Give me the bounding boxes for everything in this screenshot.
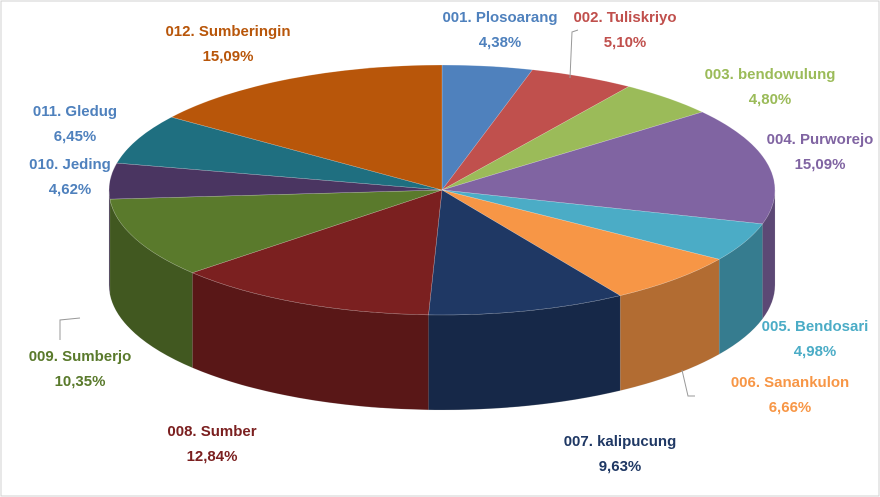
slice-label: 003. bendowulung	[705, 66, 836, 83]
value-label: 15,09%	[203, 48, 254, 65]
value-label: 12,84%	[187, 448, 238, 465]
value-label: 6,45%	[54, 128, 97, 145]
slice-label: 002. Tuliskriyo	[573, 9, 676, 26]
slice	[108, 162, 443, 200]
slice	[116, 116, 443, 191]
value-label: 6,66%	[769, 399, 812, 416]
value-label: 4,38%	[479, 34, 522, 51]
slice	[441, 189, 720, 296]
slice-label: 006. Sanankulon	[731, 374, 849, 391]
labels: 001. Plosoarang 4,38% 002. Tuliskriyo 5,10%…	[29, 9, 874, 475]
slice	[441, 69, 630, 191]
slice-label: 009. Sumberjo	[29, 348, 132, 365]
slice	[191, 189, 443, 316]
value-label: 4,62%	[49, 181, 92, 198]
slice-label: 008. Sumber	[167, 423, 256, 440]
value-label: 9,63%	[599, 458, 642, 475]
value-label: 15,09%	[795, 156, 846, 173]
slice-label: 001. Plosoarang	[442, 9, 557, 26]
slice	[428, 189, 621, 316]
leader-line	[59, 317, 81, 340]
slice	[441, 86, 703, 191]
slice	[441, 64, 533, 191]
value-label: 4,98%	[794, 343, 837, 360]
slice	[441, 111, 776, 225]
slice	[441, 189, 763, 260]
pie	[108, 64, 776, 411]
value-label: 4,80%	[749, 91, 792, 108]
slice-label: 011. Gledug	[33, 103, 117, 120]
slice-label: 012. Sumberingin	[165, 23, 290, 40]
slice-label: 005. Bendosari	[762, 318, 869, 335]
slice	[170, 64, 443, 191]
value-label: 10,35%	[55, 373, 106, 390]
leader-line	[681, 369, 695, 397]
slice	[109, 189, 443, 274]
slice-label: 010. Jeding	[29, 156, 111, 173]
slice-side	[108, 189, 111, 295]
slice-label: 007. kalipucung	[564, 433, 677, 450]
leader-line	[569, 29, 579, 79]
value-label: 5,10%	[604, 34, 647, 51]
slice-label: 004. Purworejo	[767, 131, 874, 148]
